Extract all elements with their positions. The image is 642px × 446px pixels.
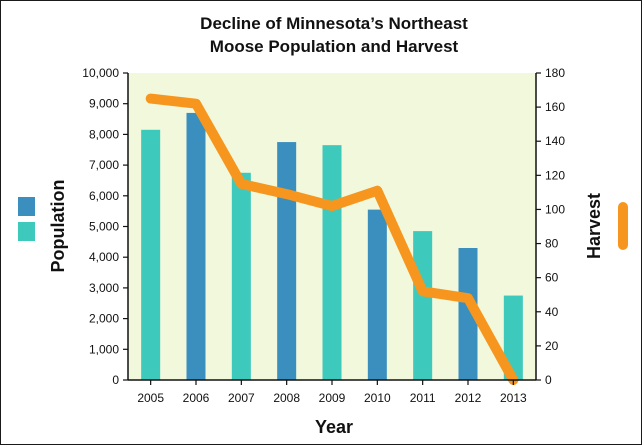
bar-2009 <box>323 145 342 380</box>
population-legend-swatch-1 <box>18 197 35 216</box>
y-tick-label: 1,000 <box>89 342 119 356</box>
y2-tick-label: 180 <box>545 66 565 80</box>
x-tick-label: 2009 <box>319 391 346 405</box>
y-tick-label: 0 <box>112 373 119 387</box>
y2-tick-label: 40 <box>545 305 559 319</box>
x-tick-label: 2011 <box>410 391 436 405</box>
y2-tick-label: 0 <box>545 373 552 387</box>
y-tick-label: 7,000 <box>89 158 119 172</box>
y-tick-label: 2,000 <box>89 312 119 326</box>
y-tick-label: 8,000 <box>89 127 119 141</box>
y2-tick-label: 160 <box>545 100 565 114</box>
y2-tick-label: 20 <box>545 339 559 353</box>
x-tick-label: 2012 <box>455 391 482 405</box>
bar-2010 <box>368 210 387 380</box>
x-tick-label: 2005 <box>137 391 164 405</box>
x-tick-label: 2010 <box>364 391 391 405</box>
x-tick-label: 2013 <box>500 391 527 405</box>
chart-title-line-2: Moose Population and Harvest <box>210 37 459 56</box>
y-tick-label: 5,000 <box>89 220 119 234</box>
bar-2006 <box>187 113 206 380</box>
y2-tick-label: 120 <box>545 168 565 182</box>
y-tick-label: 4,000 <box>89 250 119 264</box>
population-legend-swatch-2 <box>18 222 35 241</box>
y-tick-label: 3,000 <box>89 281 119 295</box>
x-tick-label: 2008 <box>273 391 300 405</box>
x-axis-title: Year <box>315 417 353 437</box>
bar-2005 <box>141 130 160 380</box>
bar-2011 <box>413 231 432 380</box>
y-tick-label: 9,000 <box>89 97 119 111</box>
x-tick-label: 2007 <box>228 391 255 405</box>
bar-2007 <box>232 173 251 380</box>
y2-tick-label: 80 <box>545 237 559 251</box>
y2-tick-label: 100 <box>545 202 565 216</box>
y2-tick-label: 60 <box>545 271 559 285</box>
bar-2008 <box>277 142 296 380</box>
y-axis-title: Population <box>48 180 68 273</box>
y2-axis-title: Harvest <box>584 193 604 259</box>
x-tick-label: 2006 <box>183 391 210 405</box>
y2-tick-label: 140 <box>545 134 565 148</box>
y-tick-label: 10,000 <box>82 66 119 80</box>
chart-title-line-1: Decline of Minnesota’s Northeast <box>200 14 468 33</box>
y-tick-label: 6,000 <box>89 189 119 203</box>
